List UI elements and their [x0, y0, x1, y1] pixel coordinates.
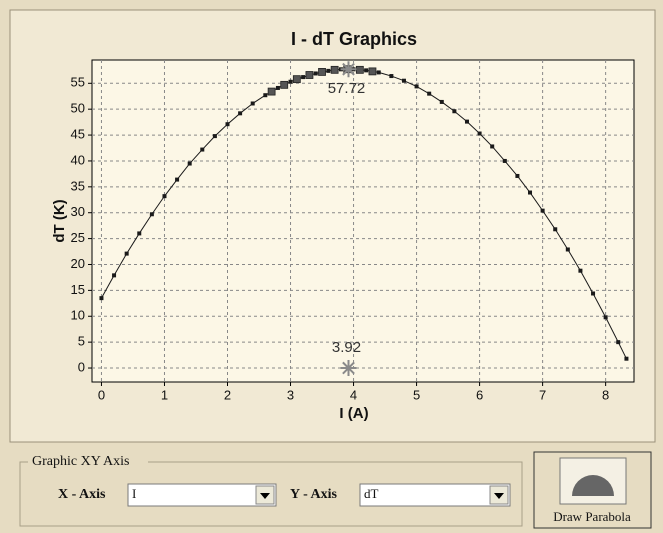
data-point	[292, 75, 301, 84]
data-point	[288, 79, 293, 84]
x-tick-label: 5	[413, 387, 420, 402]
data-point	[540, 208, 545, 213]
x-tick-label: 8	[602, 387, 609, 402]
data-point	[528, 190, 533, 195]
data-point	[305, 71, 314, 79]
x-axis-combo[interactable]: I	[127, 483, 277, 507]
data-point	[368, 67, 377, 76]
annotation-label: 57.72	[328, 80, 366, 97]
data-point	[301, 75, 306, 80]
combo-box	[127, 483, 277, 507]
annotation-label: 3.92	[332, 339, 361, 356]
draw-parabola-button[interactable]: Draw Parabola	[533, 451, 652, 529]
data-point	[187, 161, 192, 166]
data-point	[200, 147, 205, 152]
x-axis-label: I (A)	[339, 405, 368, 422]
data-point	[364, 68, 369, 73]
y-tick-label: 40	[71, 152, 85, 167]
y-tick-label: 55	[71, 75, 85, 90]
x-tick-label: 3	[287, 387, 294, 402]
data-point	[578, 268, 583, 273]
x-axis-caption: X - Axis	[58, 487, 106, 502]
data-point	[477, 131, 482, 136]
combo-box	[359, 483, 511, 507]
group-title-bg	[28, 454, 148, 470]
data-point	[225, 122, 230, 127]
data-point	[250, 101, 255, 106]
y-tick-label: 0	[78, 359, 85, 374]
data-point	[267, 87, 276, 96]
data-point	[162, 194, 167, 199]
button-icon	[572, 475, 614, 496]
data-point	[553, 227, 558, 232]
data-point	[439, 99, 444, 104]
data-point	[326, 68, 331, 73]
button-label: Draw Parabola	[553, 509, 631, 524]
data-point	[401, 78, 406, 83]
x-tick-label: 6	[476, 387, 483, 402]
data-point	[238, 111, 243, 116]
combo-arrow	[494, 493, 504, 499]
data-point	[212, 134, 217, 139]
combo-arrow	[260, 493, 270, 499]
data-point	[137, 231, 142, 236]
data-point	[624, 356, 629, 361]
x-tick-label: 7	[539, 387, 546, 402]
data-point	[389, 74, 394, 79]
data-point	[313, 71, 318, 76]
y-tick-label: 5	[78, 334, 85, 349]
data-point	[616, 340, 621, 345]
data-point	[330, 65, 339, 74]
controls: Graphic XY Axis X - Axis I Y - Axis dT D…	[19, 451, 652, 529]
data-point	[427, 91, 432, 96]
data-point	[414, 84, 419, 89]
x-tick-label: 0	[98, 387, 105, 402]
chart-title: I - dT Graphics	[291, 29, 417, 49]
y-axis-caption: Y - Axis	[290, 487, 337, 502]
y-tick-label: 25	[71, 230, 85, 245]
data-point	[376, 70, 381, 75]
plot-area	[91, 59, 635, 383]
group-title: Graphic XY Axis	[32, 454, 129, 469]
y-tick-label: 45	[71, 127, 85, 142]
x-tick-label: 2	[224, 387, 231, 402]
group-box	[19, 461, 523, 527]
data-point	[318, 68, 326, 76]
data-point	[149, 212, 154, 217]
y-axis-combo[interactable]: dT	[359, 483, 511, 507]
annotation-star	[340, 360, 357, 377]
data-point	[112, 273, 117, 278]
data-point	[490, 144, 495, 149]
data-point	[263, 93, 268, 98]
data-point	[591, 291, 596, 296]
annotation-star	[340, 61, 357, 78]
data-point	[99, 296, 104, 301]
data-point	[515, 173, 520, 178]
data-point	[275, 85, 280, 90]
y-tick-label: 10	[71, 308, 85, 323]
y-axis-label: dT (K)	[51, 199, 68, 242]
combo-value: dT	[364, 486, 379, 501]
y-tick-label: 35	[71, 178, 85, 193]
data-point	[464, 119, 469, 124]
data-point	[565, 247, 570, 252]
y-tick-label: 15	[71, 282, 85, 297]
combo-value: I	[132, 486, 136, 501]
data-point	[452, 109, 457, 114]
data-point	[124, 251, 129, 256]
data-point	[280, 80, 289, 89]
data-point	[355, 65, 364, 74]
x-tick-label: 1	[161, 387, 168, 402]
y-tick-label: 20	[71, 256, 85, 271]
data-point	[603, 315, 608, 320]
y-tick-label: 30	[71, 204, 85, 219]
x-tick-label: 4	[350, 387, 357, 402]
y-tick-label: 50	[71, 101, 85, 116]
data-point	[502, 158, 507, 163]
data-point	[175, 177, 180, 182]
